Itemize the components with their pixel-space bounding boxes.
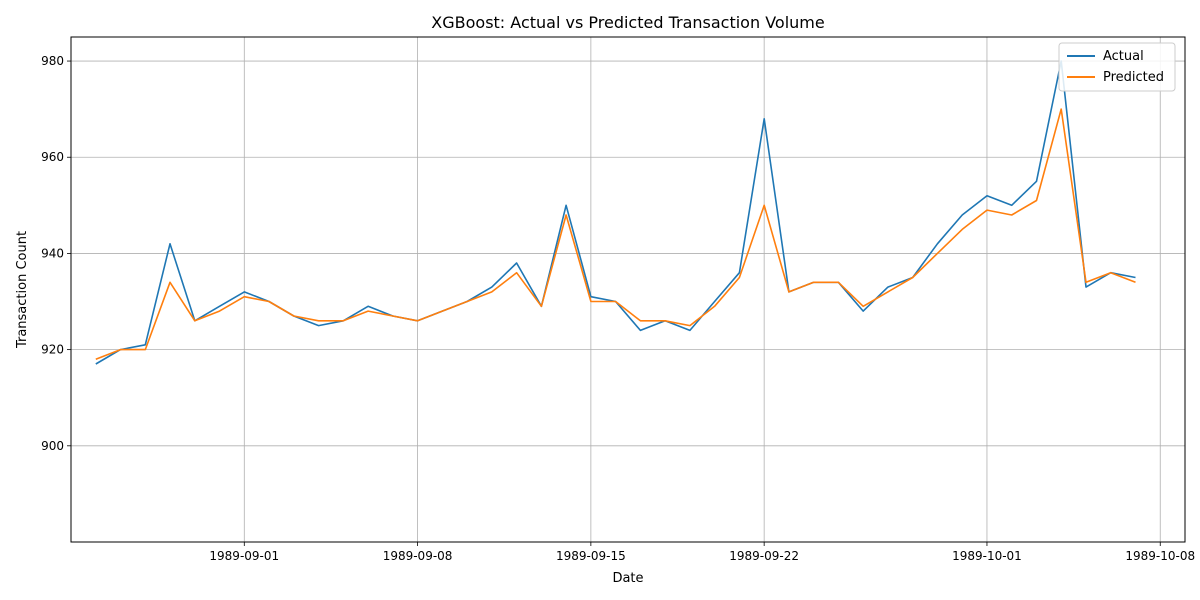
series-line-predicted: [95, 108, 1136, 360]
y-grid: [71, 60, 1185, 447]
x-axis-label: Date: [612, 571, 643, 586]
x-axis-ticks: 1989-09-01 1989-09-08 1989-09-15 1989-09-22…: [209, 542, 1195, 563]
plot-frame: [70, 36, 1186, 543]
series-layer: [95, 60, 1136, 365]
y-axis-ticks: 900 920 940 960 980: [41, 54, 71, 453]
x-tick-label: 1989-10-08: [1125, 549, 1195, 563]
y-tick-label: 940: [41, 246, 64, 260]
x-tick-label: 1989-09-22: [729, 549, 799, 563]
y-axis-label: Transaction Count: [15, 231, 30, 349]
x-tick-label: 1989-09-01: [209, 549, 279, 563]
legend-label: Actual: [1103, 49, 1144, 64]
x-tick-label: 1989-10-01: [952, 549, 1022, 563]
y-tick-label: 900: [41, 439, 64, 453]
y-tick-label: 920: [41, 343, 64, 357]
x-tick-label: 1989-09-08: [383, 549, 453, 563]
y-tick-label: 960: [41, 150, 64, 164]
y-tick-label: 980: [41, 54, 64, 68]
x-tick-label: 1989-09-15: [556, 549, 626, 563]
chart-title: XGBoost: Actual vs Predicted Transaction…: [431, 13, 824, 32]
legend: Actual Predicted: [1058, 42, 1176, 92]
legend-label: Predicted: [1103, 70, 1164, 85]
